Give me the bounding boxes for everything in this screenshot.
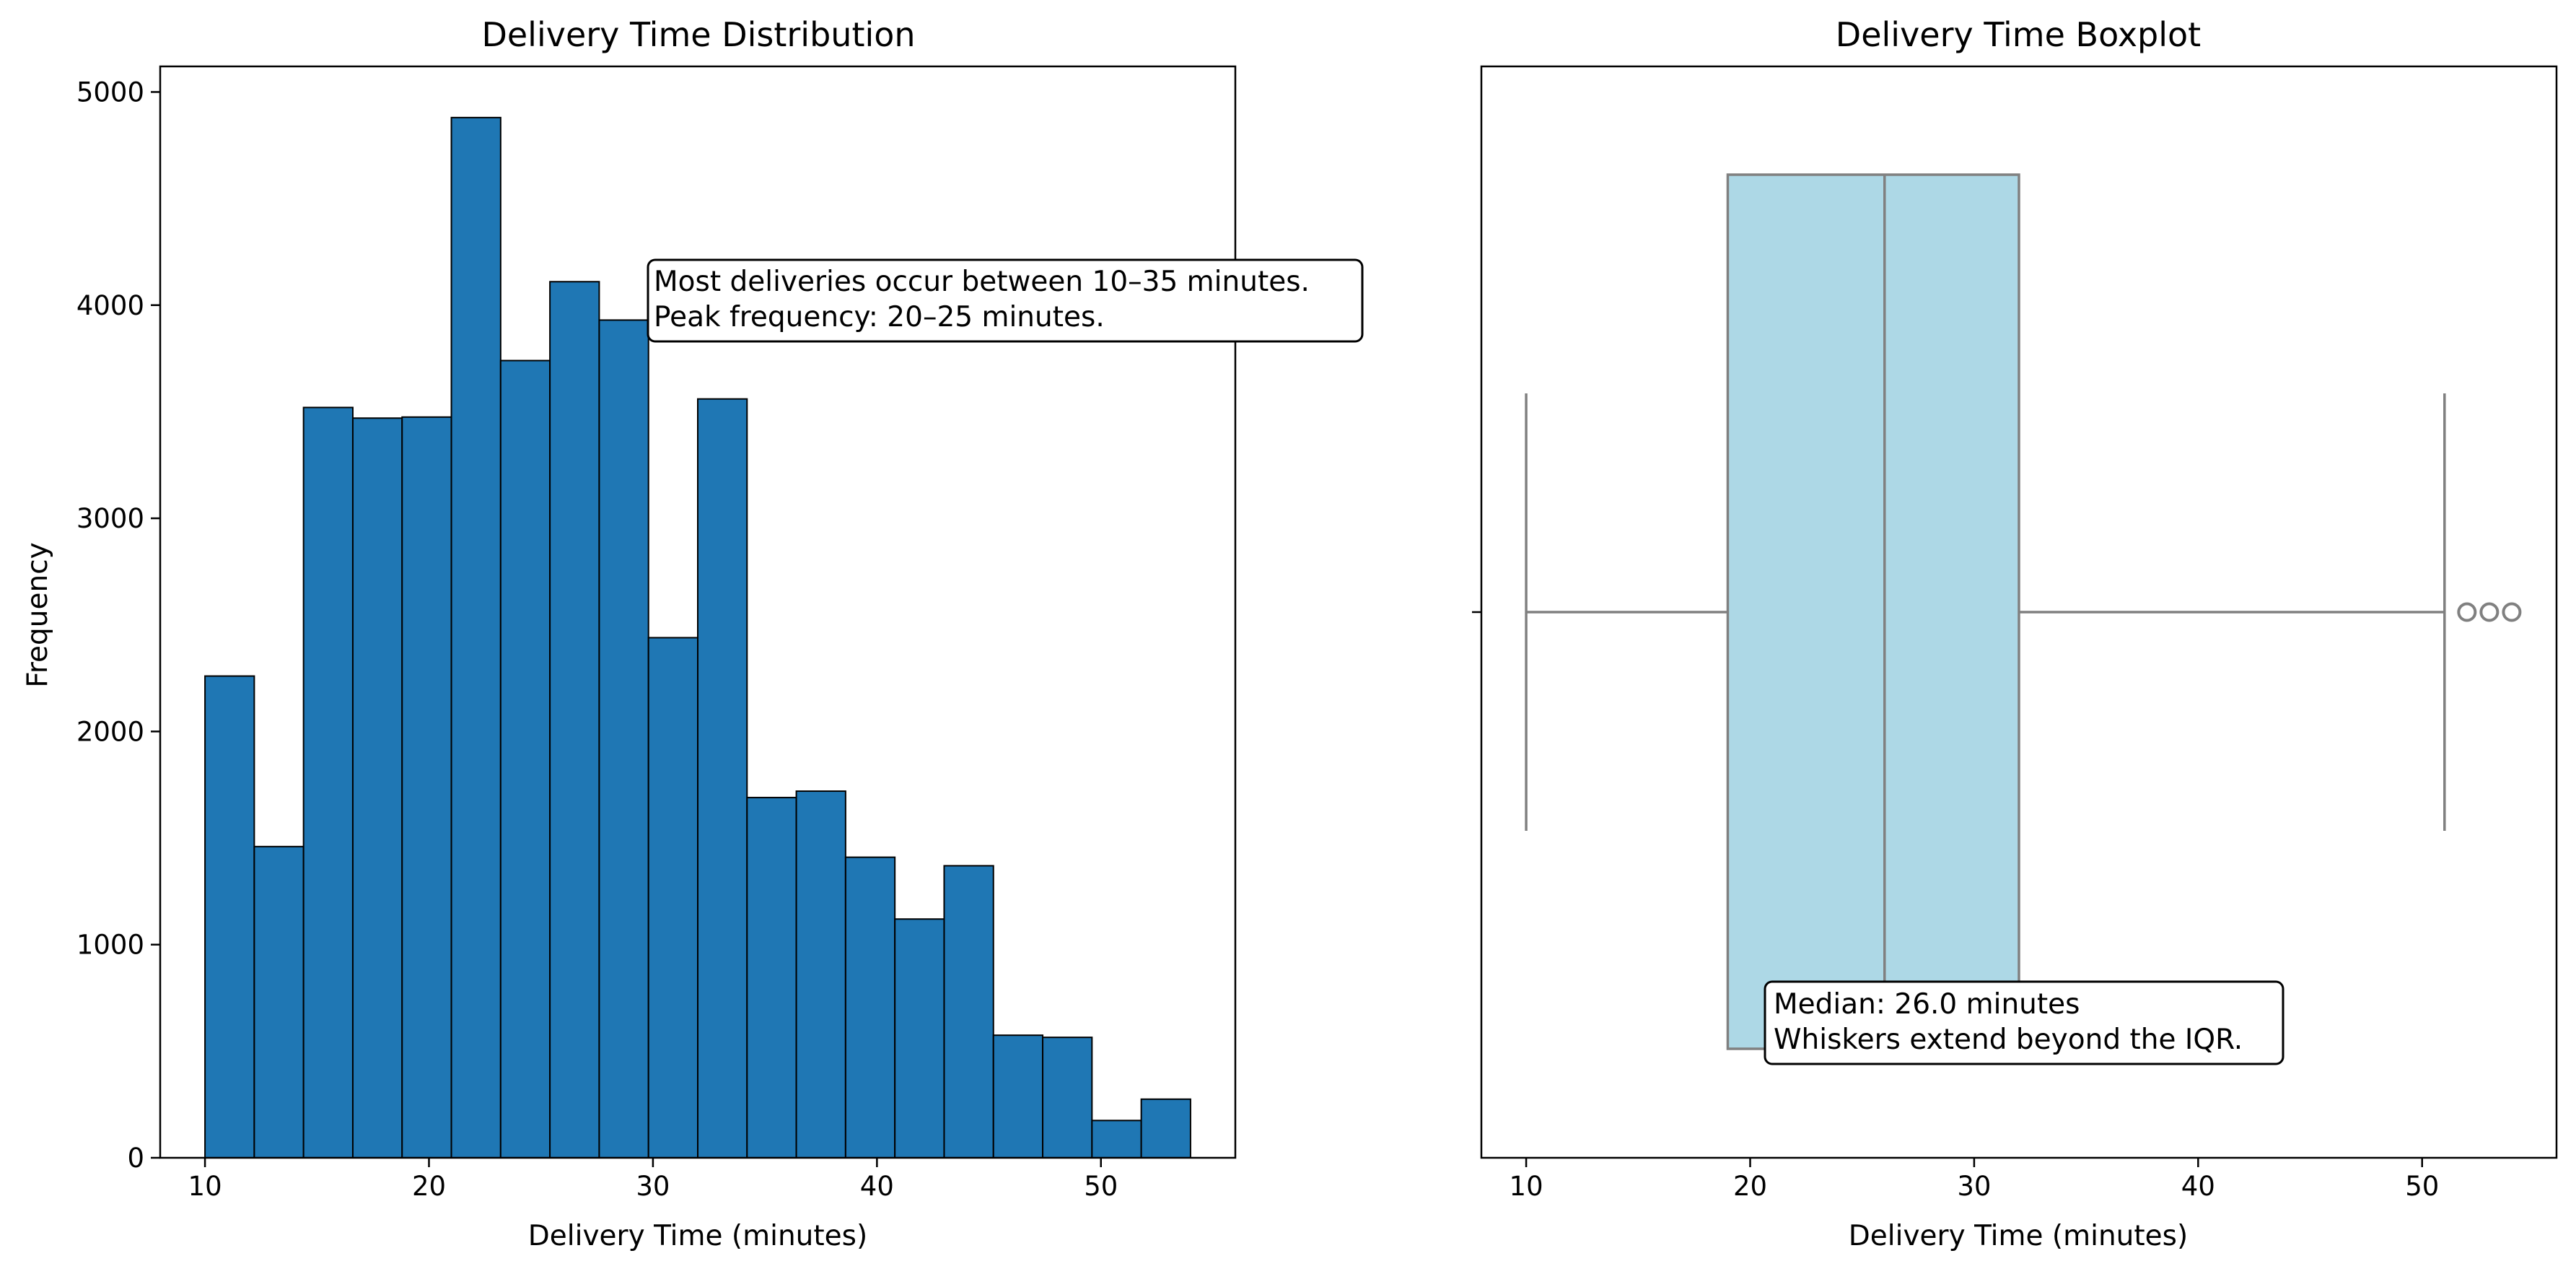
histogram-annotation-box xyxy=(647,258,1364,343)
histogram-x-tick-label: 10 xyxy=(188,1171,222,1202)
boxplot-annotation: Median: 26.0 minutes Whiskers extend bey… xyxy=(1764,980,2284,1065)
histogram-title: Delivery Time Distribution xyxy=(481,15,915,54)
boxplot-x-tick-label: 20 xyxy=(1733,1171,1767,1202)
boxplot-x-tick-label: 30 xyxy=(1957,1171,1991,1202)
histogram-annotation-line-1: Most deliveries occur between 10–35 minu… xyxy=(654,266,1310,298)
histogram-y-axis-label: Frequency xyxy=(22,542,54,687)
histogram-bar xyxy=(598,319,649,1159)
histogram-bar xyxy=(894,918,945,1159)
histogram-y-tick-label: 4000 xyxy=(76,290,144,321)
histogram-x-axis-ticks: 10 20 30 40 50 xyxy=(188,1158,1118,1202)
histogram-x-axis-label: Delivery Time (minutes) xyxy=(528,1220,867,1252)
histogram-bar xyxy=(697,398,748,1159)
histogram-x-tick-label: 20 xyxy=(412,1171,446,1202)
histogram-y-tick-label: 3000 xyxy=(76,503,144,534)
histogram-bar xyxy=(351,417,403,1159)
boxplot-outlier-point xyxy=(2457,602,2477,622)
histogram-bar xyxy=(204,675,255,1159)
histogram-y-tick-label: 5000 xyxy=(76,77,144,108)
histogram-x-tick-label: 30 xyxy=(636,1171,670,1202)
boxplot-x-tick-label: 50 xyxy=(2405,1171,2439,1202)
histogram-bar xyxy=(943,865,994,1159)
histogram-plot-frame xyxy=(159,65,1237,1159)
boxplot-annotation-line-2: Whiskers extend beyond the IQR. xyxy=(1774,1024,2243,1056)
boxplot-annotation-line-1: Median: 26.0 minutes xyxy=(1774,988,2080,1021)
boxplot-x-tick-label: 40 xyxy=(2181,1171,2215,1202)
histogram-bars xyxy=(204,116,1191,1159)
histogram-bar xyxy=(401,416,452,1159)
histogram-bar xyxy=(844,856,896,1159)
histogram-y-tick-label: 2000 xyxy=(76,716,144,747)
histogram-bar xyxy=(450,116,501,1159)
histogram-y-tick-label: 0 xyxy=(127,1143,144,1174)
histogram-y-axis-ticks: 0 1000 2000 3000 4000 5000 xyxy=(76,77,160,1174)
boxplot-marks xyxy=(1525,173,2522,1050)
boxplot-x-axis-ticks: 10 20 30 40 50 xyxy=(1510,1158,2439,1202)
boxplot-iqr-box xyxy=(1726,173,2020,1050)
boxplot-title: Delivery Time Boxplot xyxy=(1836,15,2201,54)
histogram-annotation: Most deliveries occur between 10–35 minu… xyxy=(647,258,1364,343)
boxplot-x-tick-label: 10 xyxy=(1510,1171,1543,1202)
histogram-bar xyxy=(992,1034,1044,1159)
boxplot-annotation-box xyxy=(1764,980,2284,1065)
histogram-bar xyxy=(1140,1098,1191,1159)
histogram-x-tick-label: 40 xyxy=(860,1171,894,1202)
histogram-x-tick-label: 50 xyxy=(1084,1171,1118,1202)
histogram-y-tick-label: 1000 xyxy=(76,930,144,961)
histogram-bar xyxy=(1042,1037,1093,1159)
boxplot-x-axis-label: Delivery Time (minutes) xyxy=(1849,1220,2188,1252)
boxplot-panel: Delivery Time Boxplot 10 20 30 40 50 Deliver… xyxy=(1472,15,2558,1252)
histogram-bar xyxy=(499,359,551,1159)
histogram-bar xyxy=(746,796,797,1159)
histogram-panel: Delivery Time Distribution 10 20 30 40 50 0 1… xyxy=(22,15,1364,1252)
boxplot-outlier-point xyxy=(2502,602,2522,622)
histogram-bar xyxy=(795,790,846,1159)
histogram-bar xyxy=(253,845,305,1159)
boxplot-plot-frame xyxy=(1480,65,2558,1159)
histogram-annotation-line-2: Peak frequency: 20–25 minutes. xyxy=(654,301,1105,333)
histogram-bar xyxy=(549,281,600,1159)
histogram-bar xyxy=(647,637,698,1159)
histogram-bar xyxy=(1091,1120,1142,1159)
histogram-bar xyxy=(302,406,354,1159)
boxplot-outlier-point xyxy=(2479,602,2500,622)
